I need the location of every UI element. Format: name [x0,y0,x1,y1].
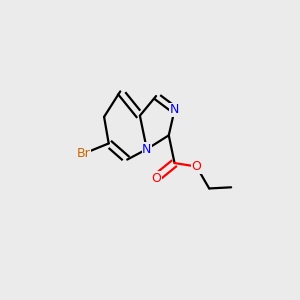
Text: Br: Br [76,147,90,160]
Text: N: N [170,103,179,116]
Text: O: O [191,160,201,173]
Text: O: O [151,172,161,184]
Text: N: N [142,143,152,156]
